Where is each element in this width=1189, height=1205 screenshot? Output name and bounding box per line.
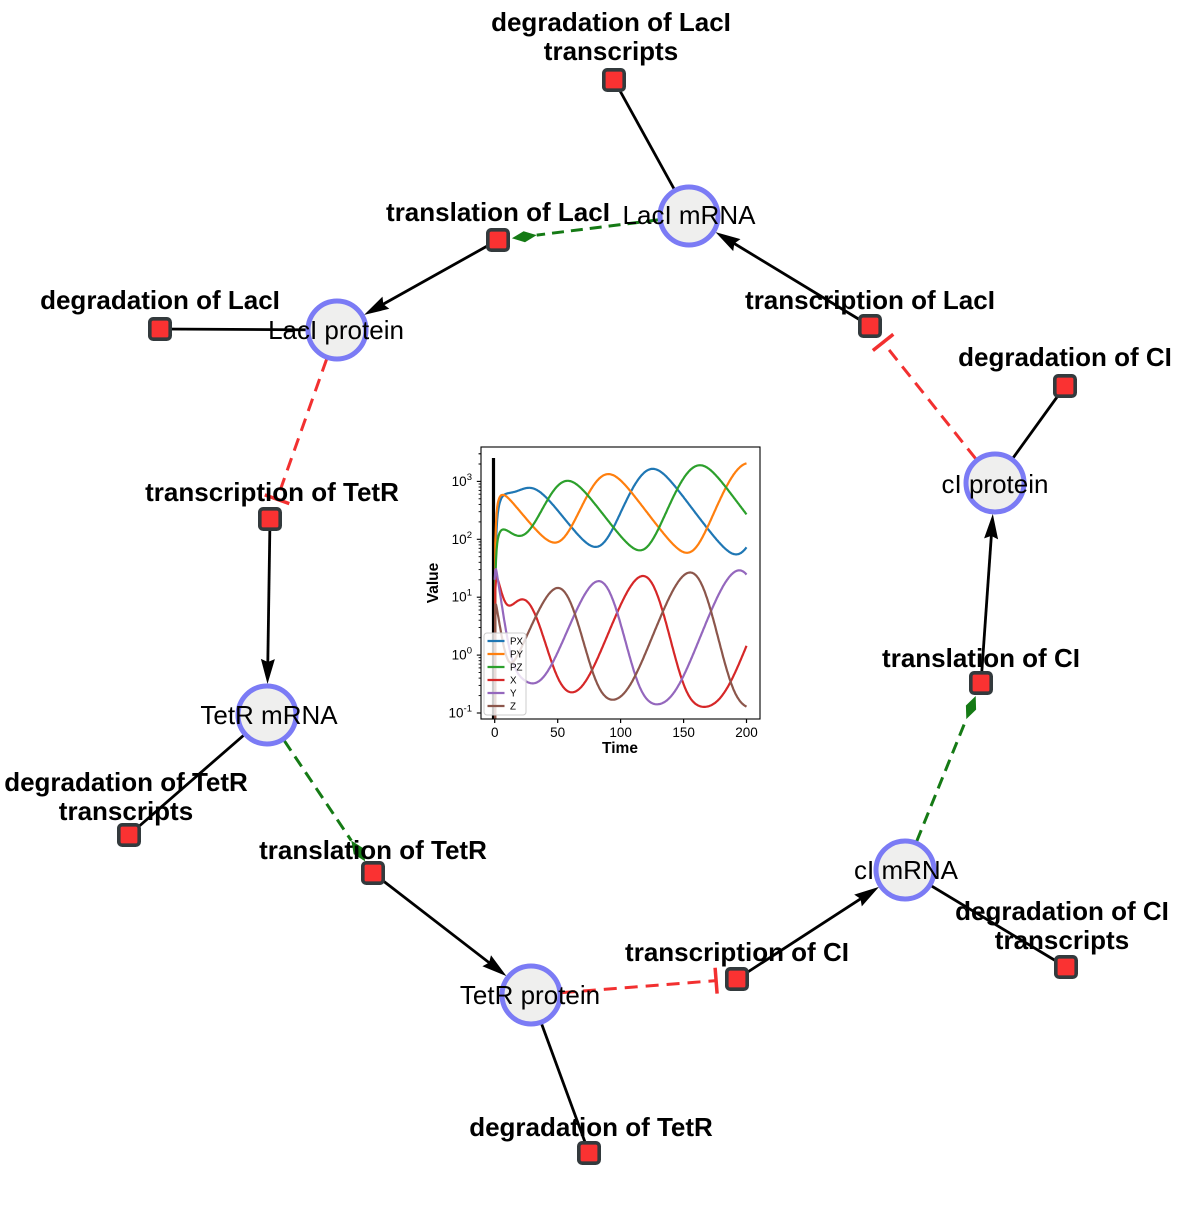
svg-text:translation of CI: translation of CI	[882, 643, 1080, 673]
svg-text:Y: Y	[510, 689, 517, 700]
svg-text:degradation of TetR: degradation of TetR	[4, 767, 248, 797]
svg-text:PX: PX	[510, 637, 524, 648]
svg-text:translation of LacI: translation of LacI	[386, 197, 610, 227]
svg-text:200: 200	[735, 725, 758, 740]
svg-text:transcripts: transcripts	[59, 796, 193, 826]
svg-text:102: 102	[452, 530, 472, 547]
svg-text:PZ: PZ	[510, 663, 523, 674]
svg-text:translation of TetR: translation of TetR	[259, 835, 487, 865]
svg-text:TetR protein: TetR protein	[460, 980, 600, 1010]
svg-text:LacI protein: LacI protein	[268, 315, 404, 345]
svg-text:degradation of LacI: degradation of LacI	[491, 7, 731, 37]
svg-text:cI mRNA: cI mRNA	[854, 855, 959, 885]
svg-text:transcription of LacI: transcription of LacI	[745, 285, 995, 315]
svg-text:Z: Z	[510, 702, 516, 713]
svg-text:103: 103	[452, 472, 472, 489]
svg-text:10-1: 10-1	[449, 704, 472, 721]
svg-text:degradation of LacI: degradation of LacI	[40, 285, 280, 315]
svg-text:X: X	[510, 676, 517, 687]
svg-text:degradation of TetR: degradation of TetR	[469, 1112, 713, 1142]
svg-text:Value: Value	[425, 562, 442, 603]
svg-text:transcription of TetR: transcription of TetR	[145, 477, 399, 507]
svg-text:degradation of CI: degradation of CI	[955, 896, 1169, 926]
svg-text:50: 50	[550, 725, 565, 740]
svg-text:Time: Time	[602, 740, 638, 757]
svg-text:transcription of CI: transcription of CI	[625, 937, 849, 967]
svg-text:101: 101	[452, 588, 472, 605]
svg-text:100: 100	[609, 725, 632, 740]
svg-text:transcripts: transcripts	[995, 925, 1129, 955]
svg-text:degradation of CI: degradation of CI	[958, 342, 1172, 372]
svg-text:150: 150	[672, 725, 695, 740]
svg-text:cI protein: cI protein	[942, 469, 1049, 499]
svg-text:LacI mRNA: LacI mRNA	[623, 200, 757, 230]
svg-text:TetR mRNA: TetR mRNA	[200, 700, 338, 730]
svg-text:PY: PY	[510, 650, 524, 661]
svg-text:0: 0	[491, 725, 499, 740]
svg-text:transcripts: transcripts	[544, 36, 678, 66]
svg-text:100: 100	[452, 646, 472, 663]
